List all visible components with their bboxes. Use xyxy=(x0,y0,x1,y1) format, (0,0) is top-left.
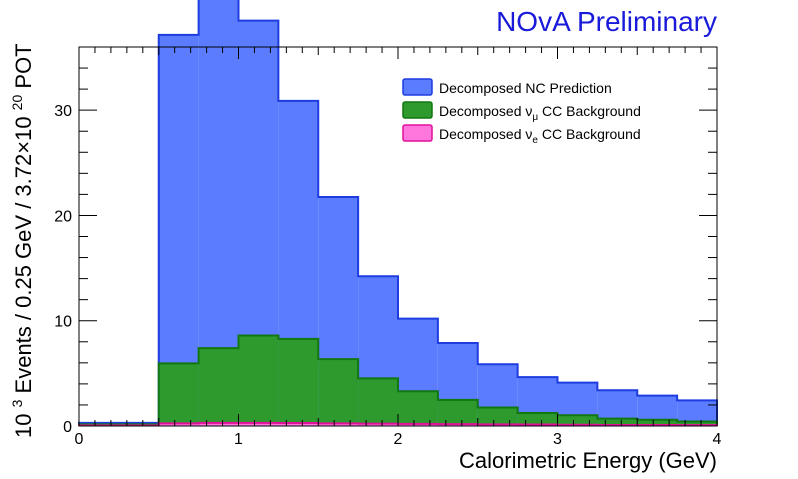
legend-item-nue: Decomposed νe CC Background xyxy=(402,124,641,146)
axis-ticks xyxy=(78,46,718,427)
bar-nue-5 xyxy=(278,423,319,426)
y-axis-title: 10 3 Events / 0.25 GeV / 3.72×10 20 POT xyxy=(2,43,36,438)
bar-numu-15 xyxy=(677,421,717,426)
bar-numu-8 xyxy=(398,391,438,426)
bar-numu-12 xyxy=(557,415,598,426)
y-axis-title-exp2: 20 xyxy=(9,95,25,111)
legend: Decomposed NC Prediction Decomposed νμ CC… xyxy=(402,78,641,146)
step-outline-nc xyxy=(78,0,718,426)
histogram-layer xyxy=(78,0,718,427)
bar-nue-7 xyxy=(358,423,398,426)
legend-label: Decomposed νe CC Background xyxy=(439,126,641,146)
bar-numu-9 xyxy=(437,399,478,426)
x-tick-label: 1 xyxy=(234,431,243,448)
bar-numu-3 xyxy=(198,348,239,426)
y-tick-label: 30 xyxy=(54,103,72,120)
bar-nue-2 xyxy=(158,423,199,426)
bar-numu-10 xyxy=(477,407,518,426)
y-tick-label: 10 xyxy=(54,314,72,331)
y-axis-title-mid: Events / 0.25 GeV / 3.72×10 xyxy=(11,116,36,393)
bar-numu-5 xyxy=(278,338,319,426)
bar-numu-6 xyxy=(318,359,359,426)
step-outline-numu xyxy=(78,334,718,426)
legend-label: Decomposed NC Prediction xyxy=(439,80,612,96)
legend-swatch xyxy=(402,101,433,119)
bar-numu-4 xyxy=(238,335,279,426)
x-tick-label: 3 xyxy=(553,431,562,448)
x-tick-label: 2 xyxy=(394,431,403,448)
bar-nue-4 xyxy=(238,422,279,426)
axis-labels: 0 1 2 3 4 0 10 20 30 xyxy=(54,103,721,448)
bar-nue-8 xyxy=(398,423,438,426)
x-tick-label: 0 xyxy=(75,431,84,448)
legend-swatch xyxy=(402,78,433,96)
step-outline-nue xyxy=(78,421,718,427)
bar-numu-2 xyxy=(158,363,199,426)
bar-nue-6 xyxy=(318,423,359,426)
series-numu xyxy=(78,334,718,426)
bar-nc-2 xyxy=(158,34,199,426)
y-tick-label: 20 xyxy=(54,208,72,225)
x-axis-title: Calorimetric Energy (GeV) xyxy=(459,448,717,473)
y-axis-title-base: 10 xyxy=(11,414,36,438)
watermark-title: NOvA Preliminary xyxy=(496,6,717,37)
legend-item-nc: Decomposed NC Prediction xyxy=(402,78,612,96)
legend-swatch xyxy=(402,124,433,142)
bar-numu-7 xyxy=(358,378,398,426)
bar-numu-13 xyxy=(597,418,638,426)
y-tick-label: 0 xyxy=(63,419,72,436)
bar-numu-14 xyxy=(637,419,678,426)
bar-numu-11 xyxy=(517,412,558,426)
legend-label: Decomposed νμ CC Background xyxy=(439,103,641,123)
y-axis-title-tail: POT xyxy=(11,43,36,88)
x-tick-label: 4 xyxy=(713,431,722,448)
bar-nue-3 xyxy=(198,422,239,426)
y-axis-title-exp1: 3 xyxy=(9,399,25,407)
series-nc xyxy=(78,0,718,427)
legend-item-numu: Decomposed νμ CC Background xyxy=(402,101,641,123)
